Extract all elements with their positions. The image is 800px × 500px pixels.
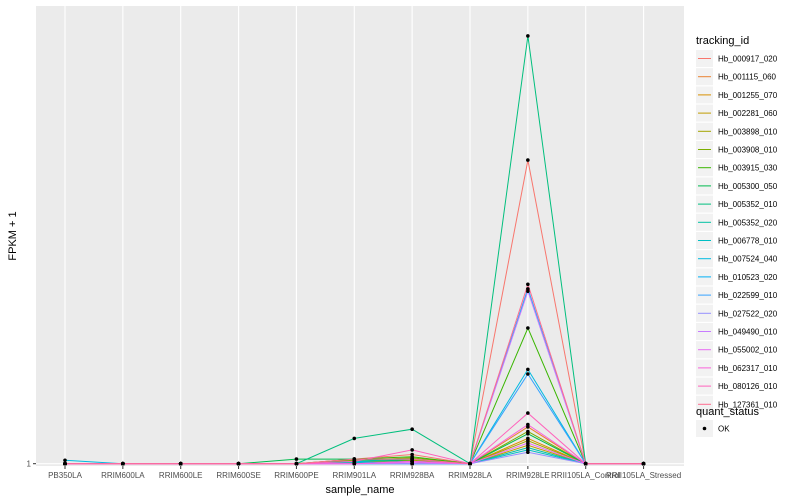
data-points [63,34,646,466]
data-point [526,34,530,38]
y-tick-label: 1 [27,460,32,469]
data-point [526,367,530,372]
legend-label: Hb_049490_010 [718,328,778,337]
data-point [526,289,530,294]
x-tick-label: RRIM600PE [274,471,318,480]
data-point [526,158,530,162]
x-axis-ticks: PB350LA RRIM600LA RRIM600LE RRIM600SE RRIM60… [48,466,681,480]
legend-label: Hb_001115_060 [718,73,777,82]
legend-label: Hb_055002_010 [718,346,778,355]
data-point [526,411,530,415]
data-point [468,461,472,466]
legend-label: Hb_001255_070 [718,91,778,100]
legend-label: Hb_003908_010 [718,146,778,155]
data-point [526,450,530,455]
x-tick-label: RRIM901LA [332,471,376,480]
x-tick-label: RRIM928LA [448,471,492,480]
legend-items: Hb_000917_020 Hb_001115_060 Hb_001255_070 H… [696,50,778,413]
legend-title: tracking_id [696,35,749,47]
data-point [294,461,299,466]
legend: tracking_id Hb_000917_020Hb_001115_060Hb… [696,35,778,437]
legend-label: Hb_002281_060 [718,109,778,118]
legend-label: Hb_062317_010 [718,364,778,373]
data-point [294,457,299,461]
legend-label: Hb_005352_020 [718,218,778,227]
x-tick-label: RRII105LA_Stressed [606,471,681,480]
x-tick-label: RRII105LA_Control [551,471,621,480]
data-point [526,432,530,436]
data-point [583,461,588,466]
data-point [63,461,67,466]
quant-status-title: quant_status [696,406,759,418]
quant-symbol [702,426,707,431]
data-point [526,282,530,287]
data-point [410,427,414,432]
y-axis-title: FPKM + 1 [7,211,19,260]
data-point [526,441,530,445]
legend-label: Hb_003898_010 [718,127,778,136]
panel-background [36,6,684,466]
quant-label: OK [718,425,730,434]
data-point [641,461,646,466]
data-point [526,326,530,330]
legend-label: Hb_007524_040 [718,255,778,264]
legend-label: Hb_027522_020 [718,309,778,318]
x-tick-label: RRIM600SE [216,471,260,480]
data-point [121,461,125,466]
x-axis-title: sample_name [325,484,394,496]
data-point [526,372,530,376]
legend-label: Hb_000917_020 [718,55,778,64]
data-point [410,457,414,461]
legend-label: Hb_005352_010 [718,200,778,209]
y-axis-ticks: 1 [27,460,36,469]
data-point [236,461,241,466]
x-tick-label: RRIM600LE [159,471,203,480]
data-point [352,457,357,461]
legend-label: Hb_080126_010 [718,382,778,391]
x-tick-label: PB350LA [48,471,82,480]
legend-label: Hb_010523_020 [718,273,778,282]
x-tick-label: RRIM928LE [506,471,550,480]
legend-label: Hb_022599_010 [718,291,778,300]
legend-label: Hb_005300_050 [718,182,778,191]
quant-status-items: OK [696,420,730,437]
data-point [410,448,414,452]
x-tick-label: RRIM928BA [390,471,435,480]
data-point [63,458,67,463]
data-point [352,436,357,441]
legend-label: Hb_003915_030 [718,164,778,173]
data-point [526,422,530,427]
legend-label: Hb_006778_010 [718,237,778,246]
x-tick-label: RRIM600LA [101,471,145,480]
data-point [178,461,183,466]
legend-label: Hb_127361_010 [718,400,778,409]
